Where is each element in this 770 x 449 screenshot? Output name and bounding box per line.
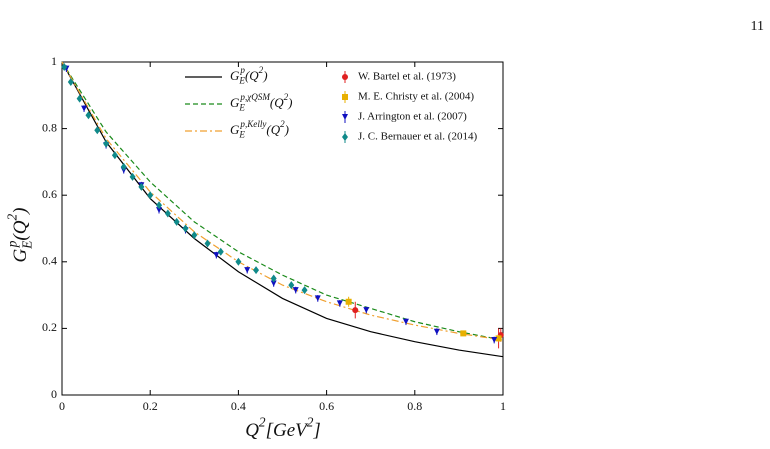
data-point bbox=[270, 274, 277, 283]
y-tick-label: 0.2 bbox=[42, 320, 57, 334]
data-point bbox=[213, 252, 220, 259]
y-tick-label: 0.8 bbox=[42, 120, 57, 134]
curve bbox=[61, 61, 504, 341]
data-point bbox=[352, 307, 359, 314]
data-point bbox=[147, 191, 154, 200]
legend-label: GEp,χQSM(Q2) bbox=[230, 92, 293, 112]
data-point bbox=[217, 247, 224, 256]
data-point bbox=[94, 126, 101, 135]
x-tick-label: 0.8 bbox=[407, 399, 422, 413]
data-point bbox=[244, 267, 251, 274]
legend-label: M. E. Christy et al. (2004) bbox=[358, 91, 474, 103]
data-point bbox=[288, 281, 295, 290]
x-tick-label: 1 bbox=[500, 399, 506, 413]
data-point bbox=[460, 330, 467, 337]
page-number: 11 bbox=[751, 19, 764, 34]
data-point bbox=[433, 328, 440, 335]
data-point bbox=[495, 335, 502, 342]
x-tick-label: 0.6 bbox=[319, 399, 334, 413]
data-point bbox=[156, 201, 163, 210]
legend-label: J. Arrington et al. (2007) bbox=[358, 111, 467, 123]
data-point bbox=[314, 295, 321, 302]
x-tick-label: 0 bbox=[59, 399, 65, 413]
legend-label: GEp,Kelly(Q2) bbox=[230, 119, 289, 139]
y-tick-label: 0.6 bbox=[42, 187, 57, 201]
data-point bbox=[173, 217, 180, 226]
data-point bbox=[120, 162, 127, 171]
legend-marker bbox=[342, 74, 348, 80]
x-tick-label: 0.4 bbox=[231, 399, 246, 413]
data-point bbox=[111, 151, 118, 160]
data-point bbox=[235, 257, 242, 266]
data-point bbox=[76, 94, 83, 103]
data-point bbox=[103, 139, 110, 148]
data-point bbox=[491, 337, 498, 344]
legend-label: GEp(Q2) bbox=[230, 65, 268, 85]
legend-marker bbox=[342, 114, 348, 120]
curve bbox=[61, 61, 504, 358]
data-point bbox=[164, 209, 171, 218]
data-point bbox=[363, 307, 370, 314]
data-point bbox=[292, 287, 299, 294]
y-tick-label: 0 bbox=[51, 387, 57, 401]
legend-marker bbox=[342, 94, 348, 100]
data-point bbox=[336, 300, 343, 307]
data-point bbox=[253, 266, 260, 275]
data-point bbox=[402, 318, 409, 325]
data-point bbox=[61, 62, 68, 71]
data-point bbox=[67, 77, 74, 86]
data-point bbox=[182, 224, 189, 233]
plot-frame bbox=[61, 61, 504, 396]
y-tick-label: 0.4 bbox=[42, 254, 57, 268]
x-tick-label: 0.2 bbox=[143, 399, 158, 413]
data-point bbox=[156, 207, 163, 214]
x-axis-label: Q2[GeV2] bbox=[245, 414, 321, 441]
legend-marker bbox=[342, 133, 348, 141]
data-point bbox=[85, 111, 92, 120]
legend-label: J. C. Bernauer et al. (2014) bbox=[358, 131, 477, 143]
data-point bbox=[191, 231, 198, 240]
data-point bbox=[129, 172, 136, 181]
y-tick-label: 1 bbox=[51, 54, 57, 68]
data-point bbox=[301, 286, 308, 295]
data-point bbox=[204, 239, 211, 248]
y-axis-label: GEp(Q2) bbox=[4, 208, 34, 263]
curve bbox=[61, 61, 504, 341]
data-point bbox=[138, 182, 145, 191]
data-point bbox=[345, 298, 352, 305]
data-point bbox=[270, 280, 277, 287]
data-point bbox=[81, 105, 88, 112]
legend-label: W. Bartel et al. (1973) bbox=[358, 71, 456, 83]
